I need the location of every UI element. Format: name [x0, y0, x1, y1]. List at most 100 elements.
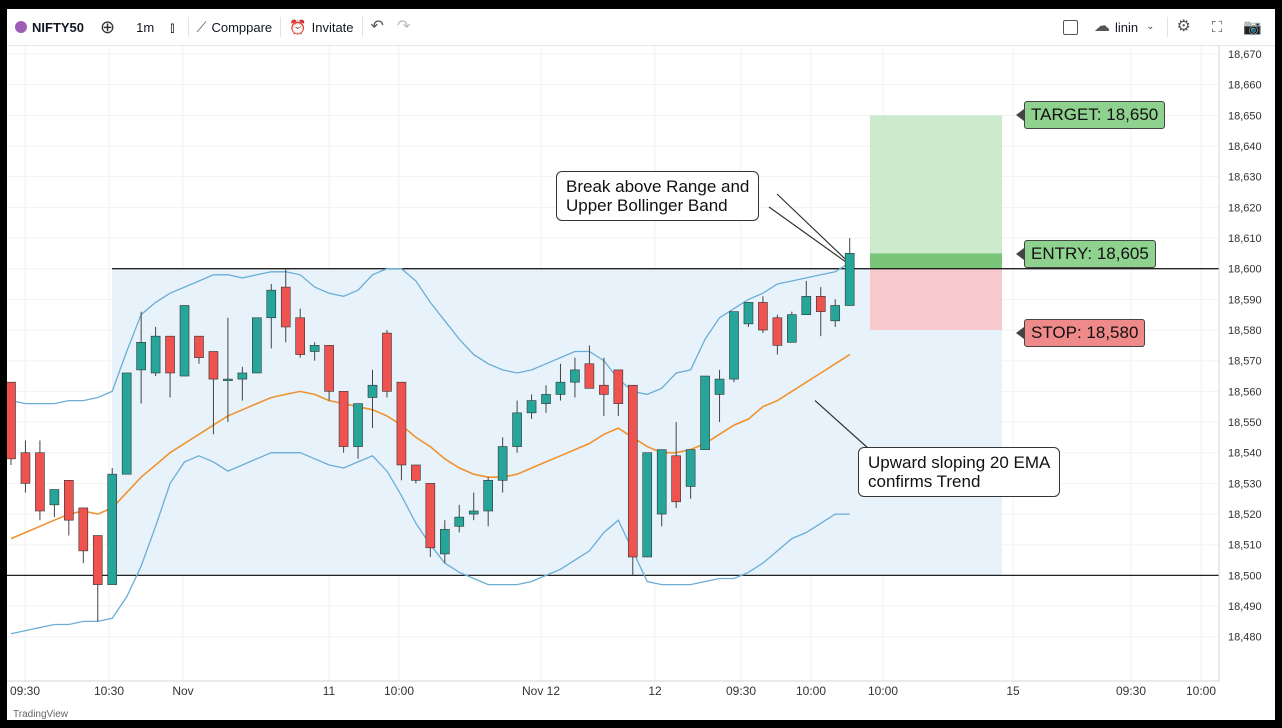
candlestick [714, 369, 725, 423]
candlestick [353, 403, 363, 459]
candlestick [223, 317, 233, 423]
interval-button[interactable]: 1m [128, 9, 162, 45]
candle-body [208, 351, 219, 380]
indicators-button[interactable]: ⏰ Invitate [281, 9, 361, 45]
time-tick-label: 09:30 [10, 684, 40, 698]
candlestick [425, 483, 436, 557]
snapshot-button[interactable]: 📷 [1235, 9, 1275, 45]
candlestick [107, 468, 118, 585]
candle-body [627, 384, 638, 558]
save-cloud-button[interactable]: ☁ linin ⌄ [1086, 9, 1168, 45]
stop-label: STOP: 18,580 [1015, 319, 1146, 347]
fullscreen-icon: ⛶ [1211, 18, 1223, 36]
candlestick [208, 351, 219, 435]
price-tick-label: 18,670 [1228, 49, 1262, 61]
alarm-clock-icon: ⏰ [289, 19, 307, 35]
time-tick-label: Nov [172, 684, 193, 698]
candlestick [92, 535, 103, 622]
candlestick [295, 308, 306, 358]
candlestick [685, 449, 696, 499]
symbol-selector[interactable]: NIFTY50 [7, 9, 92, 45]
candlestick [454, 504, 465, 533]
target-label: TARGET: 18,650 [1015, 101, 1166, 129]
bollinger-upper-band [10, 262, 851, 405]
price-tick-label: 18,540 [1228, 448, 1262, 460]
candle-body [599, 384, 609, 395]
time-tick-label: 09:30 [726, 684, 756, 698]
candlestick [555, 363, 566, 401]
candle-body [758, 302, 768, 331]
candle-body [526, 400, 537, 414]
candle-body [468, 510, 479, 515]
candle-body [107, 473, 118, 585]
redo-button[interactable]: ↷ [397, 9, 423, 45]
price-tick-label: 18,490 [1228, 601, 1262, 613]
time-tick-label: 10:00 [796, 684, 826, 698]
candle-body [64, 480, 74, 521]
camera-icon: 📷 [1243, 18, 1262, 36]
candle-body [714, 378, 725, 395]
candle-body [743, 302, 754, 325]
candle-body [353, 403, 363, 447]
redo-icon: ↷ [396, 18, 411, 35]
price-tick-label: 18,520 [1228, 509, 1262, 521]
price-tick-label: 18,580 [1228, 325, 1262, 337]
candle-body [121, 372, 132, 475]
candlestick [280, 268, 291, 343]
candlestick [497, 437, 508, 493]
candlestick [815, 287, 826, 337]
candlestick [729, 311, 739, 383]
candlestick [599, 357, 609, 416]
candle-body [729, 311, 739, 380]
candlestick [237, 366, 248, 401]
price-tick-label: 18,590 [1228, 294, 1262, 306]
time-tick-label: Nov 12 [522, 684, 560, 698]
candle-body [324, 345, 334, 392]
candle-body [584, 363, 595, 389]
settings-button[interactable]: ⚙ [1168, 9, 1203, 45]
cloud-icon: ☁ [1093, 18, 1110, 35]
candle-body [35, 452, 45, 512]
candle-body [309, 345, 320, 352]
toolbar-divider [361, 17, 363, 37]
layout-checkbox[interactable] [1055, 9, 1086, 45]
add-symbol-button[interactable]: ⊕ [92, 9, 128, 45]
interval-label: 1m [136, 19, 155, 35]
candlestick [121, 372, 132, 475]
candles-icon: ⫾ [170, 19, 175, 35]
ema20-line [10, 353, 851, 540]
time-tick-label: 11 [323, 684, 336, 698]
chart-type-button[interactable]: ⫾ [162, 9, 187, 45]
candle-body [280, 286, 291, 328]
candle-body [194, 335, 204, 358]
compare-chart-icon: ⟋ [196, 19, 207, 35]
candlestick [700, 375, 710, 450]
candlestick [35, 440, 45, 521]
fullscreen-button[interactable]: ⛶ [1204, 9, 1236, 45]
time-tick-label: 09:30 [1116, 684, 1146, 698]
symbol-logo-icon [15, 21, 27, 33]
candlestick [150, 326, 161, 377]
candlestick [483, 477, 493, 527]
candlestick [656, 449, 667, 527]
candle-body [237, 372, 248, 380]
candle-body [801, 295, 812, 315]
candlestick [743, 302, 754, 327]
time-tick-label: 10:00 [384, 684, 414, 698]
candle-body [396, 381, 407, 466]
undo-button[interactable]: ↶ [363, 9, 397, 45]
candlestick [772, 314, 783, 355]
candle-body [830, 305, 841, 322]
candle-body [483, 480, 493, 512]
candlestick [49, 489, 60, 518]
candlestick [20, 440, 31, 493]
target-zone [870, 115, 1002, 254]
candlestick [526, 394, 537, 419]
candle-body [671, 455, 681, 503]
compare-button[interactable]: ⟋ Comppare [189, 9, 281, 45]
price-tick-label: 18,500 [1228, 570, 1262, 582]
candlestick [194, 335, 204, 364]
candlestick [266, 284, 277, 349]
entry-zone [870, 253, 1002, 269]
chart-canvas[interactable]: 18,670 18,660 18,650 18,640 18,630 18,620 18,6… [7, 9, 1275, 720]
